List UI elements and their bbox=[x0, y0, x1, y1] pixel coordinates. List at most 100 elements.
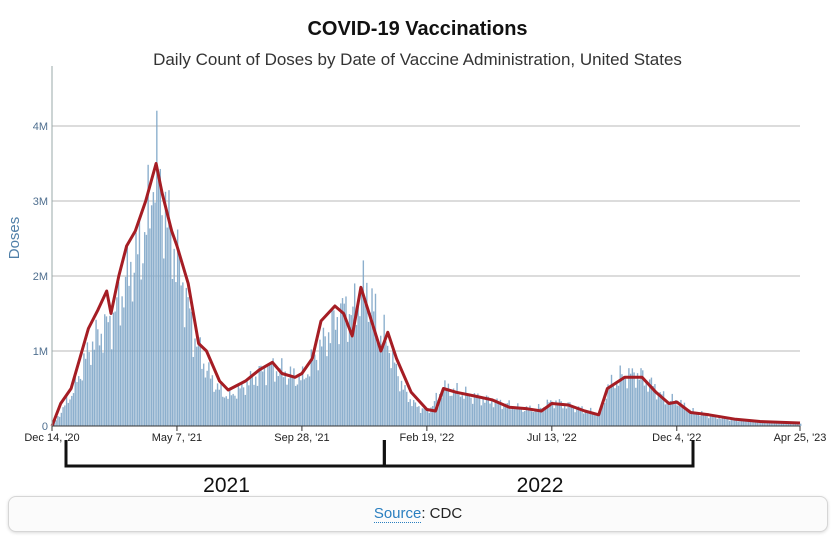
bar bbox=[78, 376, 80, 426]
bar bbox=[751, 421, 753, 426]
bar bbox=[366, 282, 368, 426]
bar bbox=[544, 409, 547, 426]
bar bbox=[773, 421, 776, 426]
bar bbox=[614, 388, 616, 426]
bar bbox=[557, 403, 559, 426]
bar bbox=[275, 371, 278, 426]
bar bbox=[170, 230, 172, 426]
bar bbox=[484, 402, 486, 426]
bar bbox=[546, 399, 549, 426]
bar bbox=[605, 398, 608, 426]
bar bbox=[534, 409, 536, 426]
bar bbox=[69, 399, 71, 426]
bar bbox=[749, 421, 752, 426]
bar bbox=[412, 400, 415, 426]
bar bbox=[329, 343, 332, 426]
bar bbox=[610, 374, 613, 426]
bar bbox=[612, 385, 614, 426]
bar bbox=[284, 371, 286, 426]
bar bbox=[740, 420, 743, 426]
bar bbox=[324, 336, 326, 426]
bar bbox=[466, 394, 469, 426]
bar bbox=[499, 399, 502, 426]
bar bbox=[340, 303, 342, 426]
bar bbox=[562, 408, 564, 426]
line-series bbox=[50, 162, 801, 427]
bar bbox=[695, 413, 698, 426]
bar bbox=[270, 363, 273, 426]
bar bbox=[616, 381, 618, 426]
bar bbox=[543, 407, 545, 426]
y-axis-label: Doses bbox=[6, 217, 23, 260]
bar bbox=[121, 296, 123, 426]
bar bbox=[182, 282, 184, 426]
bar bbox=[772, 422, 774, 426]
bar bbox=[222, 396, 224, 426]
bar bbox=[791, 423, 793, 426]
bar bbox=[166, 227, 168, 426]
bar bbox=[267, 366, 269, 426]
bar bbox=[327, 332, 330, 426]
bar bbox=[477, 393, 479, 426]
bar bbox=[206, 370, 208, 426]
bar bbox=[675, 400, 677, 426]
bar bbox=[263, 367, 266, 426]
bar bbox=[768, 422, 771, 426]
bar bbox=[635, 387, 637, 426]
bar bbox=[112, 312, 115, 426]
bar bbox=[536, 410, 538, 426]
bar bbox=[489, 403, 491, 426]
bar bbox=[411, 406, 413, 426]
bar bbox=[157, 176, 160, 426]
bar bbox=[730, 419, 732, 426]
bar bbox=[565, 408, 568, 426]
bar bbox=[190, 311, 193, 426]
bar bbox=[135, 232, 137, 426]
bar bbox=[579, 407, 581, 426]
bar bbox=[452, 388, 455, 426]
bar bbox=[244, 394, 247, 426]
bar bbox=[723, 416, 726, 426]
bar bbox=[600, 409, 602, 426]
bar bbox=[680, 399, 682, 426]
bar bbox=[501, 409, 503, 426]
bar bbox=[293, 368, 295, 426]
bar bbox=[79, 378, 82, 426]
bar bbox=[201, 368, 203, 426]
bar bbox=[104, 314, 106, 426]
bar bbox=[511, 406, 514, 426]
bar bbox=[701, 411, 703, 426]
bar bbox=[137, 254, 139, 426]
bar bbox=[234, 395, 236, 426]
bar bbox=[650, 377, 653, 426]
bar bbox=[524, 411, 526, 426]
bar bbox=[492, 407, 495, 426]
bar bbox=[334, 329, 337, 426]
bar bbox=[249, 371, 252, 426]
bar bbox=[690, 412, 693, 426]
source-link[interactable]: Source bbox=[373, 505, 422, 523]
bar bbox=[673, 402, 675, 426]
bar bbox=[662, 391, 665, 426]
bar bbox=[362, 260, 365, 426]
bar bbox=[588, 410, 590, 426]
bar bbox=[197, 341, 200, 426]
gridlines bbox=[52, 125, 800, 352]
bar bbox=[319, 339, 321, 426]
bar bbox=[551, 401, 554, 426]
y-tick-label: 0 bbox=[42, 421, 48, 433]
bar bbox=[655, 399, 658, 426]
bar bbox=[131, 301, 134, 426]
bar bbox=[471, 403, 474, 426]
bar bbox=[685, 409, 687, 426]
bar bbox=[248, 385, 250, 426]
bar bbox=[537, 404, 540, 426]
bar bbox=[55, 420, 57, 426]
bar bbox=[702, 413, 705, 426]
bar bbox=[272, 358, 274, 426]
bar bbox=[128, 285, 130, 426]
bar bbox=[305, 377, 307, 426]
bar bbox=[761, 421, 764, 426]
bar bbox=[296, 384, 299, 426]
bar bbox=[331, 308, 333, 426]
